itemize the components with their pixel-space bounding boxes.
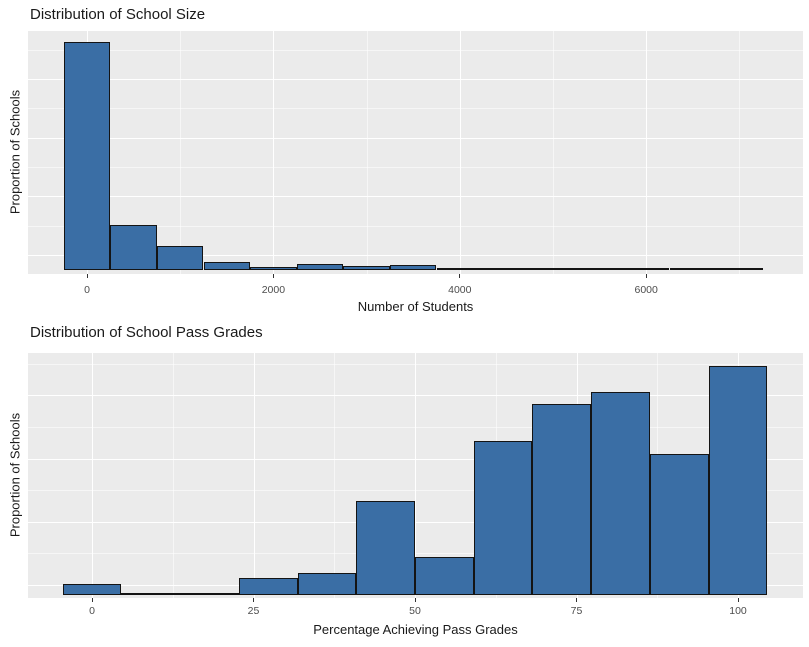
x-axis-title: Number of Students — [357, 299, 474, 314]
gridline-vertical-minor — [180, 31, 182, 274]
histogram-bar — [297, 572, 357, 595]
x-tick-label: 75 — [570, 604, 583, 617]
x-tick-mark — [576, 598, 577, 602]
histogram-bar — [238, 578, 298, 595]
gridline-horizontal-major — [28, 196, 803, 198]
gridline-vertical-major — [459, 31, 461, 274]
gridline-vertical-minor — [334, 353, 336, 598]
x-tick-label: 0 — [84, 283, 90, 296]
histogram-bar — [649, 453, 709, 595]
x-tick-label: 100 — [729, 604, 747, 617]
gridline-vertical-minor — [172, 353, 174, 598]
gridline-vertical-major — [415, 353, 416, 598]
histogram-bar — [591, 392, 650, 595]
histogram-bar — [708, 365, 768, 595]
histogram-bar — [156, 245, 204, 271]
x-tick-mark — [737, 598, 739, 602]
gridline-horizontal-minor — [28, 108, 803, 110]
gridline-vertical-major — [92, 353, 93, 598]
histogram-bar — [110, 224, 157, 271]
x-axis-title: Percentage Achieving Pass Grades — [313, 622, 518, 637]
x-tick-mark — [459, 274, 461, 278]
histogram-bar — [436, 268, 484, 271]
histogram-bar — [669, 268, 717, 271]
histogram-bar — [716, 268, 763, 271]
histogram-bar — [622, 268, 670, 271]
histogram-bar — [356, 501, 415, 595]
gridline-horizontal-major — [28, 255, 803, 257]
histogram-bar — [415, 557, 474, 595]
x-tick-label: 2000 — [261, 283, 286, 296]
histogram-bar — [483, 268, 530, 271]
gridline-vertical-major — [253, 353, 255, 598]
histogram-bar — [576, 268, 623, 271]
histogram-bar — [63, 42, 111, 271]
gridline-horizontal-major — [28, 137, 803, 139]
x-tick-mark — [91, 598, 93, 602]
x-tick-label: 4000 — [448, 283, 472, 296]
gridline-vertical-major — [273, 31, 275, 274]
chart-title: Distribution of School Pass Grades — [30, 324, 263, 341]
histogram-bar — [203, 261, 251, 271]
gridline-vertical-minor — [553, 31, 554, 274]
x-tick-mark — [272, 274, 274, 278]
histogram-bar — [389, 265, 437, 271]
x-tick-label: 50 — [409, 604, 421, 617]
histogram-bar — [250, 267, 297, 271]
gridline-horizontal-minor — [28, 225, 803, 227]
x-tick-mark — [86, 274, 88, 278]
histogram-bar — [62, 583, 122, 595]
plot-panel — [28, 31, 803, 274]
x-tick-label: 0 — [89, 604, 95, 617]
x-tick-label: 6000 — [634, 283, 658, 296]
histogram-bar — [296, 263, 344, 271]
x-tick-mark — [253, 598, 254, 602]
x-tick-mark — [414, 598, 416, 602]
histogram-bar — [343, 266, 390, 271]
histogram-bar — [180, 592, 239, 595]
gridline-horizontal-major — [28, 79, 803, 81]
x-tick-label: 25 — [247, 604, 260, 617]
plot-panel — [28, 353, 803, 598]
histogram-bar — [532, 404, 592, 595]
gridline-horizontal-minor — [28, 49, 803, 51]
chart-title: Distribution of School Size — [30, 6, 206, 23]
y-axis-title: Proportion of Schools — [7, 412, 23, 538]
gridline-horizontal-minor — [28, 167, 803, 169]
histogram-bar — [529, 268, 577, 271]
histogram-bar — [473, 440, 533, 595]
y-axis-title: Proportion of Schools — [7, 89, 23, 215]
gridline-vertical-minor — [739, 31, 741, 274]
x-tick-mark — [645, 274, 647, 278]
gridline-vertical-major — [646, 31, 648, 274]
gridline-vertical-minor — [366, 31, 368, 274]
histogram-bar — [121, 592, 181, 595]
